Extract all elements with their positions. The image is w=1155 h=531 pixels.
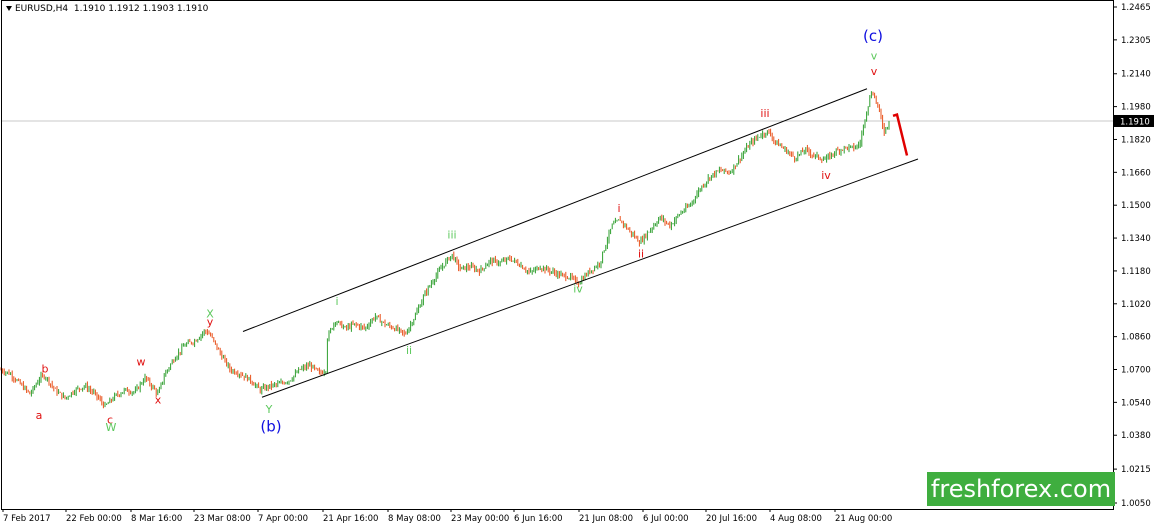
y-tick-label: 1.1980 <box>1121 103 1151 113</box>
y-tick-label: 1.2140 <box>1121 70 1151 80</box>
wave-label: X <box>206 308 214 321</box>
wave-label: x <box>155 394 162 407</box>
x-tick-label: 7 Feb 2017 <box>3 514 51 524</box>
x-tick-label: 22 Feb 00:00 <box>66 514 122 524</box>
y-tick-label: 1.0380 <box>1121 431 1151 441</box>
wave-label: a <box>36 409 43 422</box>
x-tick-label: 21 Apr 16:00 <box>323 514 378 524</box>
x-tick-label: 23 May 00:00 <box>451 514 509 524</box>
wave-label: c <box>107 414 113 427</box>
current-price-tag <box>1114 114 1154 127</box>
wave-label: (b) <box>260 418 281 436</box>
dropdown-triangle-icon[interactable] <box>6 6 12 11</box>
wave-label: y <box>207 316 214 329</box>
wave-label: W <box>106 421 117 434</box>
wave-label: Y <box>265 403 273 416</box>
y-tick-label: 1.1500 <box>1121 201 1151 211</box>
wave-label: w <box>137 355 146 368</box>
wave-label: (c) <box>863 27 883 45</box>
wave-label: v <box>871 65 878 78</box>
y-tick-label: 1.2465 <box>1121 3 1151 13</box>
plot-frame <box>1 0 1114 510</box>
x-tick-label: 6 Jul 00:00 <box>643 514 689 524</box>
wave-label: iv <box>573 282 583 295</box>
x-tick-label: 23 Mar 08:00 <box>194 514 251 524</box>
current-price-label: 1.1910 <box>1120 117 1150 127</box>
y-tick-label: 1.0860 <box>1121 333 1151 343</box>
y-tick-label: 1.1180 <box>1121 267 1151 277</box>
ohlc-values: 1.1910 1.1912 1.1903 1.1910 <box>73 4 209 14</box>
y-tick-label: 1.0050 <box>1121 499 1151 509</box>
x-tick-label: 8 May 08:00 <box>388 514 441 524</box>
symbol-label: EURUSD,H4 <box>15 4 69 14</box>
wave-label: iv <box>821 169 831 182</box>
y-tick-label: 1.0215 <box>1121 465 1151 475</box>
watermark-logo: freshforex.com <box>927 472 1115 506</box>
wave-label: iii <box>760 107 769 120</box>
y-tick-label: 1.0540 <box>1121 398 1151 408</box>
y-tick-label: 1.1340 <box>1121 234 1151 244</box>
channel-lower-line <box>261 158 919 398</box>
x-tick-label: 8 Mar 16:00 <box>131 514 182 524</box>
y-tick-label: 1.1820 <box>1121 135 1151 145</box>
wave-label: v <box>871 49 878 62</box>
y-tick-label: 1.1660 <box>1121 168 1151 178</box>
wave-label: ii <box>406 344 412 357</box>
x-tick-label: 7 Apr 00:00 <box>258 514 308 524</box>
y-tick-label: 1.0700 <box>1121 366 1151 376</box>
wave-label: i <box>335 295 338 308</box>
wave-label: i <box>617 202 620 215</box>
y-tick-label: 1.1020 <box>1121 300 1151 310</box>
x-tick-label: 20 Jul 16:00 <box>706 514 757 524</box>
channel-upper-line <box>242 88 868 332</box>
y-tick-label: 1.2305 <box>1121 36 1151 46</box>
x-tick-label: 4 Aug 08:00 <box>770 514 822 524</box>
wave-label: iii <box>447 228 456 241</box>
wave-label: ii <box>638 247 644 260</box>
x-tick-label: 6 Jun 16:00 <box>514 514 563 524</box>
x-tick-label: 21 Jun 08:00 <box>579 514 633 524</box>
chart-header: EURUSD,H4 1.1910 1.1912 1.1903 1.1910 <box>6 4 208 14</box>
wave-label: b <box>42 363 49 376</box>
x-tick-label: 21 Aug 00:00 <box>835 514 892 524</box>
projection-arrow <box>892 113 909 156</box>
